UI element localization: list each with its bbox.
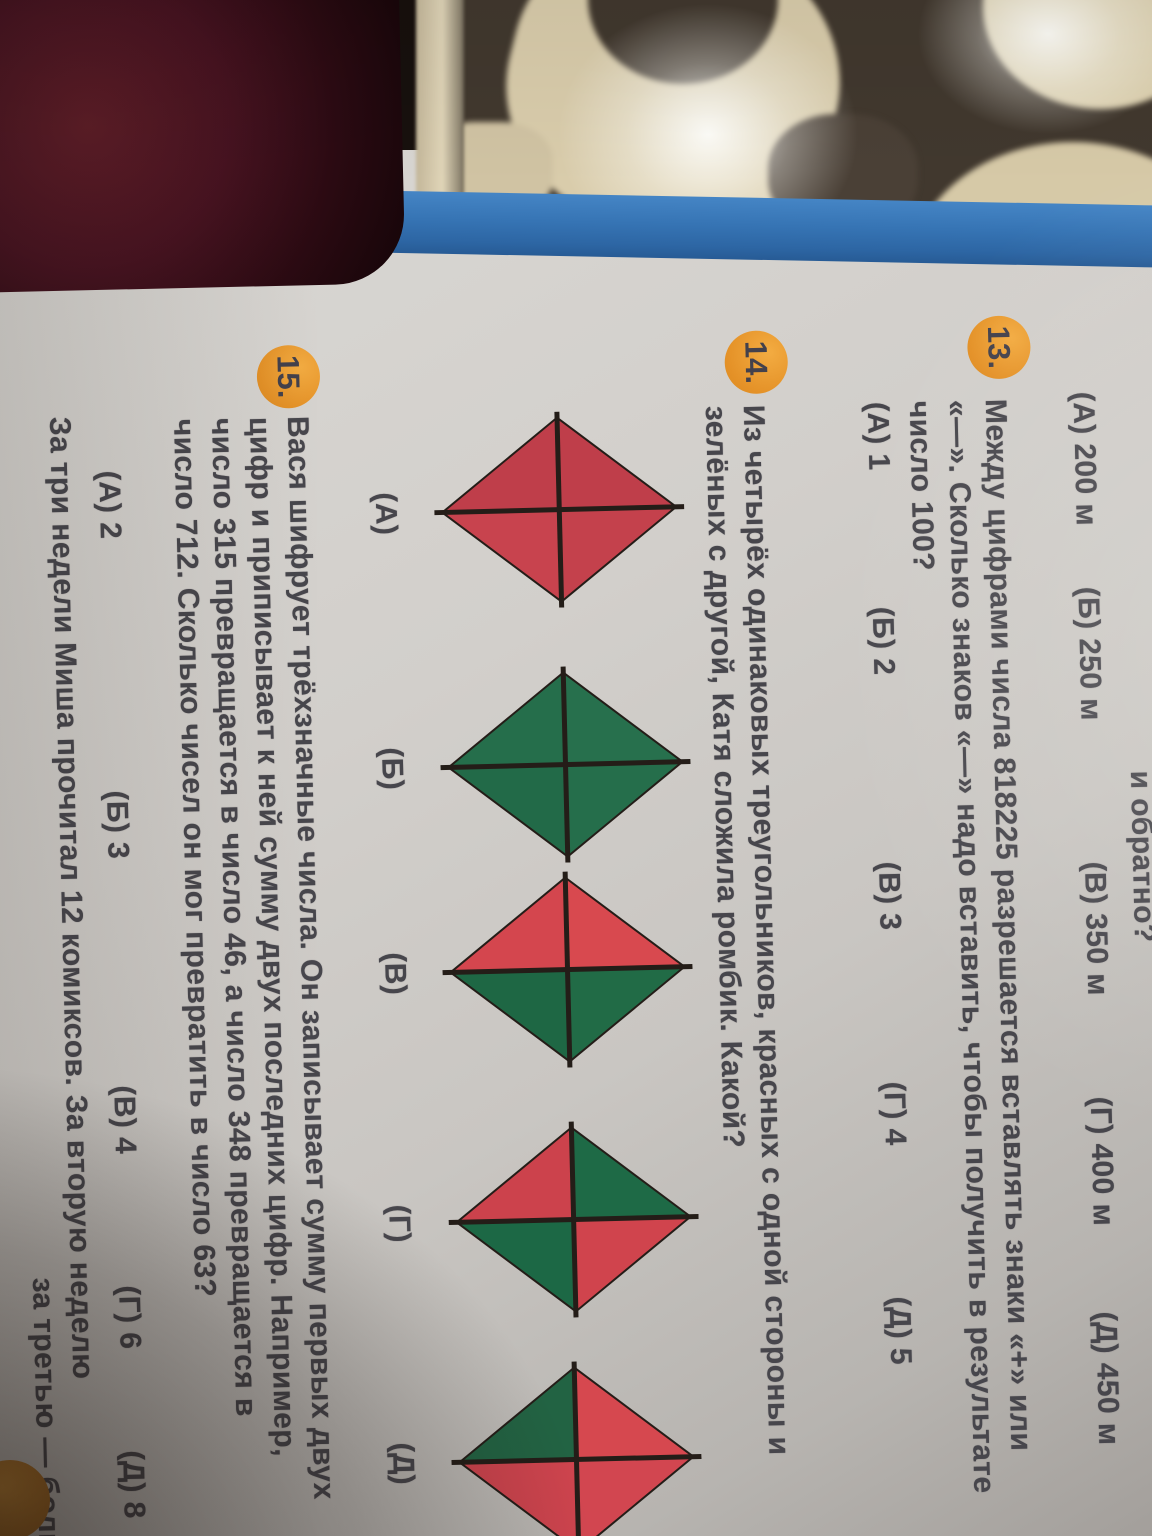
- figure-label-v: (В): [378, 951, 413, 996]
- rhombus-figure-b: [440, 666, 691, 863]
- figure-label-g: (Г): [382, 1204, 417, 1244]
- problem14-text-line1: Из четырёх одинаковых треугольников, кра…: [736, 404, 796, 1456]
- problem12-answer-a: (А) 200 м: [1066, 391, 1103, 527]
- figure-label-a: (А): [368, 492, 403, 536]
- problem12-answer-d: (Д) 450 м: [1089, 1311, 1126, 1446]
- problem15-answer-b: (Б) 3: [100, 790, 135, 860]
- rhombus-figure-g: [448, 1121, 699, 1318]
- problem15-answer-g: (Г) 6: [112, 1284, 147, 1350]
- problem13-answer-a: (А) 1: [860, 401, 896, 471]
- problem13-number-badge: 13.: [966, 315, 1032, 380]
- problem12-text-fragment: и обратно?: [1123, 770, 1152, 943]
- problem13-text-line3: число 100?: [902, 400, 940, 572]
- problem14-number-badge: 14.: [723, 330, 789, 395]
- problem12-answer-g: (Г) 400 м: [1083, 1096, 1120, 1227]
- problem15-answer-a: (А) 2: [92, 470, 127, 540]
- problem12-answer-v: (В) 350 м: [1078, 861, 1115, 997]
- problem15-number-badge: 15.: [256, 344, 321, 409]
- problem13-number: 13.: [981, 325, 1018, 370]
- glare-highlight: [558, 4, 858, 218]
- problem15-number: 15.: [270, 354, 307, 399]
- problem13-answer-d: (Д) 5: [882, 1296, 918, 1366]
- cover-spine-edge: [416, 0, 464, 220]
- figure-label-b: (Б): [375, 747, 410, 791]
- problem13-answer-v: (В) 3: [871, 861, 907, 931]
- rhombus-figure-v: [442, 871, 693, 1068]
- problem13-answer-b: (Б) 2: [865, 606, 901, 676]
- problem13-answer-g: (Г) 4: [877, 1081, 912, 1147]
- figure-label-d: (Д): [386, 1442, 421, 1486]
- problem14-number: 14.: [738, 340, 775, 385]
- dark-background-corner: [0, 0, 406, 293]
- rhombus-figure-a: [434, 411, 685, 608]
- rhombus-figure-d: [451, 1361, 702, 1536]
- problem15-answer-d: (Д) 8: [116, 1449, 151, 1520]
- problem15-answer-v: (В) 4: [107, 1085, 142, 1155]
- background-book-cover: [438, 0, 1152, 218]
- glare-highlight: [918, 0, 1152, 134]
- problem16-text-line1: За три недели Миша прочитал 12 комиксов.…: [42, 416, 100, 1380]
- problem12-answer-b: (Б) 250 м: [1071, 586, 1108, 722]
